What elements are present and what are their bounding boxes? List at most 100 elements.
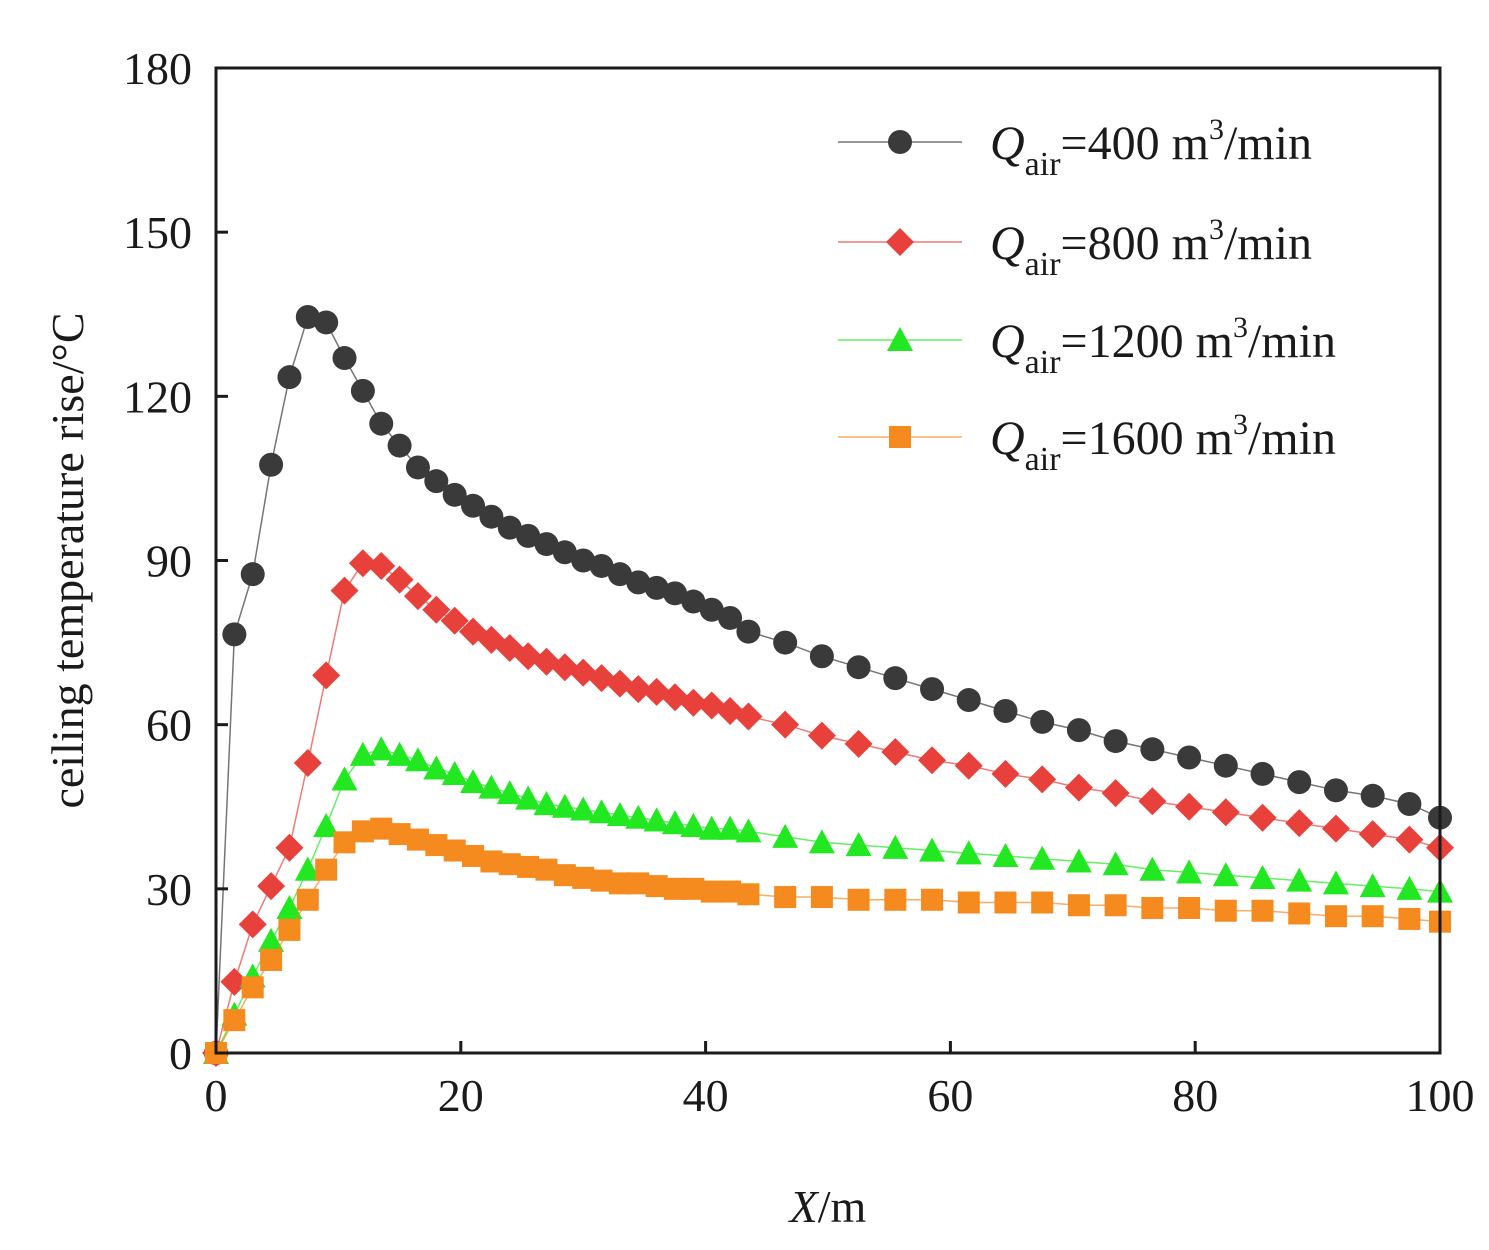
data-point-diamond <box>330 576 359 605</box>
data-point-square <box>608 872 631 895</box>
legend-marker-diamond <box>886 228 914 256</box>
x-tick-label: 80 <box>1172 1070 1218 1121</box>
data-point-square <box>480 850 503 873</box>
legend-subscript: air <box>1025 246 1062 283</box>
data-point-circle <box>1323 778 1348 803</box>
data-point-triangle <box>698 815 725 840</box>
data-point-square <box>370 817 393 840</box>
data-point-diamond <box>1248 803 1277 832</box>
data-point-square <box>1214 899 1237 922</box>
data-point-triangle <box>1102 851 1129 876</box>
data-point-square <box>443 839 466 862</box>
data-point-square <box>664 877 686 900</box>
data-point-diamond <box>844 729 873 758</box>
data-point-diamond <box>1395 825 1424 854</box>
data-point-circle <box>405 455 430 480</box>
data-point-square <box>590 869 613 892</box>
legend-label: Qair=1200 m3/min <box>990 311 1336 381</box>
y-tick-label: 0 <box>169 1028 192 1079</box>
data-point-triangle <box>717 815 744 840</box>
y-tick-label: 60 <box>146 700 192 751</box>
data-point-circle <box>846 655 871 680</box>
data-point-triangle <box>1212 862 1239 887</box>
data-point-triangle <box>1249 864 1276 889</box>
legend-marker-square <box>889 426 911 448</box>
data-point-square <box>388 823 411 846</box>
data-point-circle <box>607 562 632 587</box>
data-point-diamond <box>348 549 377 578</box>
data-point-diamond <box>1138 787 1167 816</box>
data-point-triangle <box>404 747 431 772</box>
data-point-square <box>1288 902 1311 925</box>
legend-value: =1200 m <box>1061 315 1233 368</box>
data-point-diamond <box>1101 779 1130 808</box>
data-point-triangle <box>1286 867 1313 892</box>
data-point-square <box>260 948 283 971</box>
data-point-circle <box>1030 709 1055 734</box>
x-tick-label: 0 <box>205 1070 228 1121</box>
data-point-circle <box>663 581 687 606</box>
data-point-diamond <box>403 582 432 611</box>
data-point-diamond <box>679 688 708 717</box>
data-point-triangle <box>258 927 285 952</box>
data-point-circle <box>1287 770 1312 795</box>
data-point-circle <box>1177 745 1202 770</box>
data-point-diamond <box>385 565 414 594</box>
legend-superscript: 3 <box>1209 213 1224 246</box>
data-point-circle <box>993 698 1018 723</box>
data-point-triangle <box>643 807 670 832</box>
y-axis-title: ceiling temperature rise/°C <box>42 312 93 808</box>
data-point-square <box>645 875 668 898</box>
data-point-circle <box>1103 729 1128 754</box>
legend-symbol: Q <box>990 412 1025 465</box>
series-line-800 <box>215 562 1441 1054</box>
data-point-triangle <box>606 801 633 827</box>
data-point-circle <box>1397 792 1422 817</box>
data-point-square <box>572 866 595 889</box>
data-point-triangle <box>294 856 321 881</box>
legend-value: =800 m <box>1061 217 1209 270</box>
data-point-square <box>535 858 558 881</box>
data-point-triangle <box>533 791 560 816</box>
data-point-circle <box>718 605 743 630</box>
data-point-circle <box>644 575 669 600</box>
data-point-triangle <box>1396 875 1423 900</box>
data-point-diamond <box>238 910 267 939</box>
legend-item-800: Qair=800 m3/min <box>838 213 1312 283</box>
legend-symbol: Q <box>990 217 1025 270</box>
data-point-circle <box>1140 737 1165 762</box>
data-point-square <box>1031 891 1054 914</box>
data-point-triangle <box>735 818 762 843</box>
data-point-diamond <box>1211 798 1240 827</box>
data-point-triangle <box>515 785 542 810</box>
data-point-circle <box>350 378 375 403</box>
legend-marker-triangle <box>887 327 913 352</box>
data-point-square <box>774 886 797 909</box>
data-point-diamond <box>954 751 983 780</box>
legend-symbol: Q <box>990 315 1025 368</box>
data-point-triangle <box>368 736 395 761</box>
data-point-square <box>719 880 742 903</box>
data-point-diamond <box>1064 773 1093 802</box>
data-point-circle <box>240 562 265 587</box>
data-point-square <box>462 845 485 867</box>
data-point-circle <box>497 515 522 540</box>
data-point-circle <box>461 493 486 518</box>
data-point-diamond <box>624 675 653 704</box>
data-point-diamond <box>440 606 469 635</box>
data-point-diamond <box>312 661 341 690</box>
data-point-circle <box>920 677 945 702</box>
x-axis-title-unit: /m <box>818 1181 867 1232</box>
data-point-circle <box>626 570 651 595</box>
data-point-circle <box>589 553 614 578</box>
data-point-square <box>957 891 980 914</box>
data-point-circle <box>681 589 706 614</box>
legend-superscript: 3 <box>1233 311 1248 344</box>
legend-unit: /min <box>1248 412 1336 465</box>
data-point-square <box>682 877 705 900</box>
data-point-triangle <box>276 894 303 920</box>
data-point-square <box>1104 894 1127 917</box>
axis-ticks: 0 20 40 60 80 100 0 30 60 90 120 150 180 <box>123 43 1475 1121</box>
data-point-circle <box>442 482 467 507</box>
